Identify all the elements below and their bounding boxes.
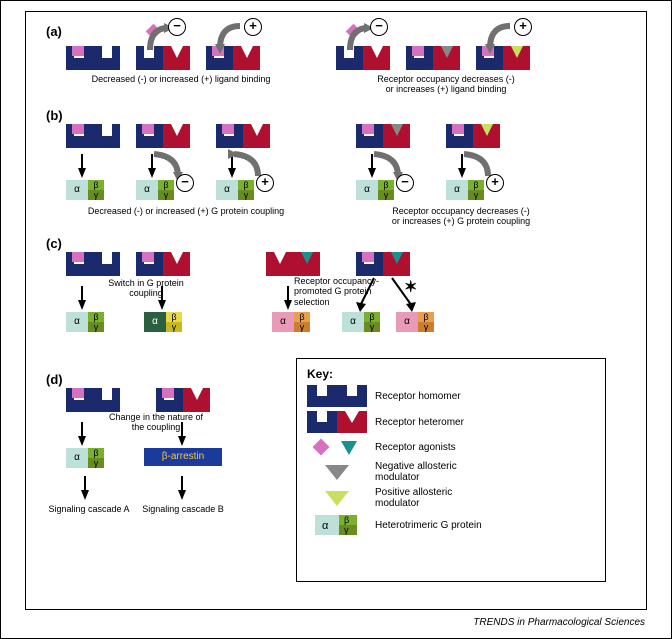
- receptor-heteromer-c2: [136, 252, 190, 276]
- caption-c-left: Switch in G protein coupling: [96, 278, 196, 299]
- svg-text:β: β: [344, 515, 349, 525]
- split-arrows-c4: ✶: [356, 276, 446, 312]
- minus-sign-a2: −: [168, 18, 186, 36]
- gprotein-d1: αβγ: [66, 448, 104, 468]
- gprotein-b3: αβγ: [216, 180, 254, 200]
- legend-title: Key:: [307, 367, 595, 381]
- receptor-homomer-b1: [66, 124, 120, 148]
- receptor-heteromer-b4: [356, 124, 410, 148]
- plus-sign-b5: +: [486, 174, 504, 192]
- legend-row-nam: Negative allosteric modulator: [307, 461, 595, 483]
- inner-frame: (a) − +: [25, 11, 647, 610]
- receptor-heteromer-b3: [216, 124, 270, 148]
- arrow-c2: [158, 300, 166, 310]
- arrow-d1b: [81, 490, 89, 500]
- gprotein-c1: αβγ: [66, 312, 104, 332]
- plus-sign-b3: +: [256, 174, 274, 192]
- journal-credit: TRENDS in Pharmacological Sciences: [473, 617, 645, 628]
- gprotein-c2: αβγ: [144, 312, 182, 332]
- gprotein-c4a: αβγ: [342, 312, 380, 332]
- panel-d-label: (d): [46, 372, 63, 387]
- caption-a-left: Decreased (-) or increased (+) ligand bi…: [86, 74, 276, 84]
- receptor-red-c3: [266, 252, 320, 276]
- minus-sign-b2: −: [176, 174, 194, 192]
- receptor-homomer-c1: [66, 252, 120, 276]
- panel-a-label: (a): [46, 24, 62, 39]
- curve-arrow-a3: [216, 24, 246, 52]
- svg-text:✶: ✶: [404, 279, 417, 296]
- receptor-heteromer-a5: [406, 46, 460, 70]
- caption-a-right: Receptor occupancy decreases (-) or incr…: [356, 74, 536, 95]
- minus-sign-b4: −: [396, 174, 414, 192]
- arrow-c3: [284, 300, 292, 310]
- arrow-b1: [78, 168, 86, 178]
- caption-d: Change in the nature of the coupling: [96, 412, 216, 433]
- legend-row-homomer: Receptor homomer: [307, 385, 595, 407]
- legend-box: Key: Receptor homomer Receptor heteromer…: [296, 358, 606, 582]
- caption-b-left: Decreased (-) or increased (+) G protein…: [76, 206, 296, 216]
- panel-b-label: (b): [46, 108, 63, 123]
- receptor-heteromer-b2: [136, 124, 190, 148]
- legend-row-gprotein: α β γ Heterotrimeric G protein: [307, 513, 595, 537]
- gprotein-c3: αβγ: [272, 312, 310, 332]
- receptor-homomer-d1: [66, 388, 120, 412]
- gprotein-b4: αβγ: [356, 180, 394, 200]
- gprotein-b2: αβγ: [136, 180, 174, 200]
- curve-arrow-a6: [486, 24, 516, 52]
- gprotein-b5: αβγ: [446, 180, 484, 200]
- arrow-d2b: [178, 490, 186, 500]
- minus-sign-a4: −: [370, 18, 388, 36]
- receptor-heteromer-b5: [446, 124, 500, 148]
- legend-row-agonists: Receptor agonists: [307, 437, 595, 457]
- plus-sign-a6: +: [514, 18, 532, 36]
- beta-arrestin: β-arrestin: [144, 448, 222, 466]
- receptor-heteromer-c4: [356, 252, 410, 276]
- svg-text:α: α: [322, 520, 329, 532]
- svg-text:γ: γ: [344, 525, 349, 535]
- gprotein-c4b: αβγ: [396, 312, 434, 332]
- caption-b-right: Receptor occupancy decreases (-) or incr…: [366, 206, 556, 227]
- sig-b-label: Signaling cascade B: [138, 504, 228, 514]
- receptor-homomer-a1: [66, 46, 120, 70]
- sig-a-label: Signaling cascade A: [44, 504, 134, 514]
- legend-row-heteromer: Receptor heteromer: [307, 411, 595, 433]
- gprotein-b1: αβγ: [66, 180, 104, 200]
- receptor-heteromer-d2: [156, 388, 210, 412]
- plus-sign-a3: +: [244, 18, 262, 36]
- panel-c-label: (c): [46, 236, 62, 251]
- legend-row-pam: Positive allosteric modulator: [307, 487, 595, 509]
- outer-frame: (a) − +: [0, 0, 672, 639]
- arrow-d1: [78, 436, 86, 446]
- arrow-d2: [178, 436, 186, 446]
- arrow-c1: [78, 300, 86, 310]
